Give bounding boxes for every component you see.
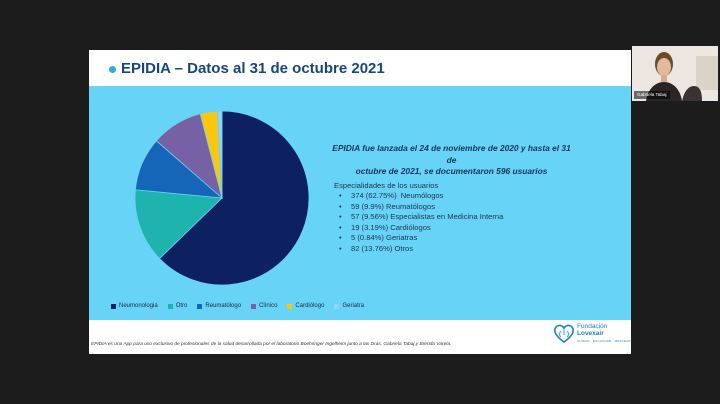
intro-line-2: octubre de 2021, se documentaron 596 usu… bbox=[355, 166, 548, 176]
webcam-thumbnail[interactable]: Gabriela Tabaj bbox=[632, 46, 718, 101]
pie-chart bbox=[134, 110, 310, 286]
logo-tagline: CUIDAR · ESCUCHAR · MEJORAR bbox=[577, 339, 631, 343]
legend-label: Otro bbox=[175, 303, 188, 309]
title-bullet-icon bbox=[109, 66, 116, 73]
legend-label: Cardiólogo bbox=[295, 303, 325, 309]
participant-name: Gabriela Tabaj bbox=[634, 91, 670, 99]
legend-swatch bbox=[167, 303, 173, 309]
legend-swatch bbox=[251, 303, 257, 309]
legend-item-geriatra: Geriatra bbox=[334, 303, 364, 309]
lovexair-logo: Fundación Lovexair CUIDAR · ESCUCHAR · M… bbox=[553, 321, 631, 347]
presentation-slide: EPIDIA – Datos al 31 de octubre 2021 Neu… bbox=[89, 50, 631, 354]
pie-slice-otro bbox=[134, 189, 223, 260]
legend-swatch bbox=[111, 303, 116, 309]
legend-item-reumatólogo: Reumatólogo bbox=[197, 303, 241, 309]
logo-line-1: Fundación bbox=[577, 323, 608, 330]
pie-slice-neumonologia bbox=[158, 110, 310, 286]
intro-text: EPIDIA fue lanzada el 24 de noviembre de… bbox=[329, 143, 574, 178]
legend-item-clínico: Clínico bbox=[251, 303, 277, 309]
legend-label: Geriatra bbox=[342, 303, 365, 309]
list-item: 19 (3.19%) Cardiólogos bbox=[339, 223, 503, 234]
logo-line-2: Lovexair bbox=[577, 330, 604, 337]
slide-title: EPIDIA – Datos al 31 de octubre 2021 bbox=[121, 60, 385, 77]
list-item: 57 (9.56%) Especialistas en Medicina Int… bbox=[339, 212, 503, 223]
slide-header: EPIDIA – Datos al 31 de octubre 2021 bbox=[89, 50, 631, 86]
intro-line-1: EPIDIA fue lanzada el 24 de noviembre de… bbox=[332, 143, 571, 165]
specialties-heading: Especialidades de los usuarios bbox=[334, 181, 439, 190]
legend-label: Clínico bbox=[259, 303, 278, 309]
list-item: 82 (13.76%) Otros bbox=[339, 244, 503, 255]
list-item: 5 (0.84%) Geriatras bbox=[339, 233, 503, 244]
legend-item-neumonologia: Neumonologia bbox=[111, 303, 158, 309]
content-panel: Neumonologia Otro Reumatólogo Clínico Cardió… bbox=[89, 86, 631, 320]
footnote: EPIDIA es una App para uso exclusivo de … bbox=[91, 342, 452, 347]
legend-swatch bbox=[287, 303, 293, 309]
chart-legend: Neumonologia Otro Reumatólogo Clínico Cardió… bbox=[111, 301, 364, 311]
pie-slice-geriatra bbox=[216, 110, 223, 199]
legend-item-otro: Otro bbox=[167, 303, 188, 309]
list-item: 59 (9.9%) Reumatólogos bbox=[339, 202, 503, 213]
legend-item-cardiólogo: Cardiólogo bbox=[287, 303, 324, 309]
specialties-list: 374 (62.75%) Neumólogos 59 (9.9%) Reumat… bbox=[339, 191, 503, 255]
list-item: 374 (62.75%) Neumólogos bbox=[339, 191, 503, 202]
legend-label: Reumatólogo bbox=[205, 303, 242, 309]
legend-swatch bbox=[334, 303, 340, 309]
legend-label: Neumonologia bbox=[119, 303, 158, 309]
heart-lungs-logo-icon bbox=[554, 324, 574, 343]
legend-swatch bbox=[197, 303, 203, 309]
